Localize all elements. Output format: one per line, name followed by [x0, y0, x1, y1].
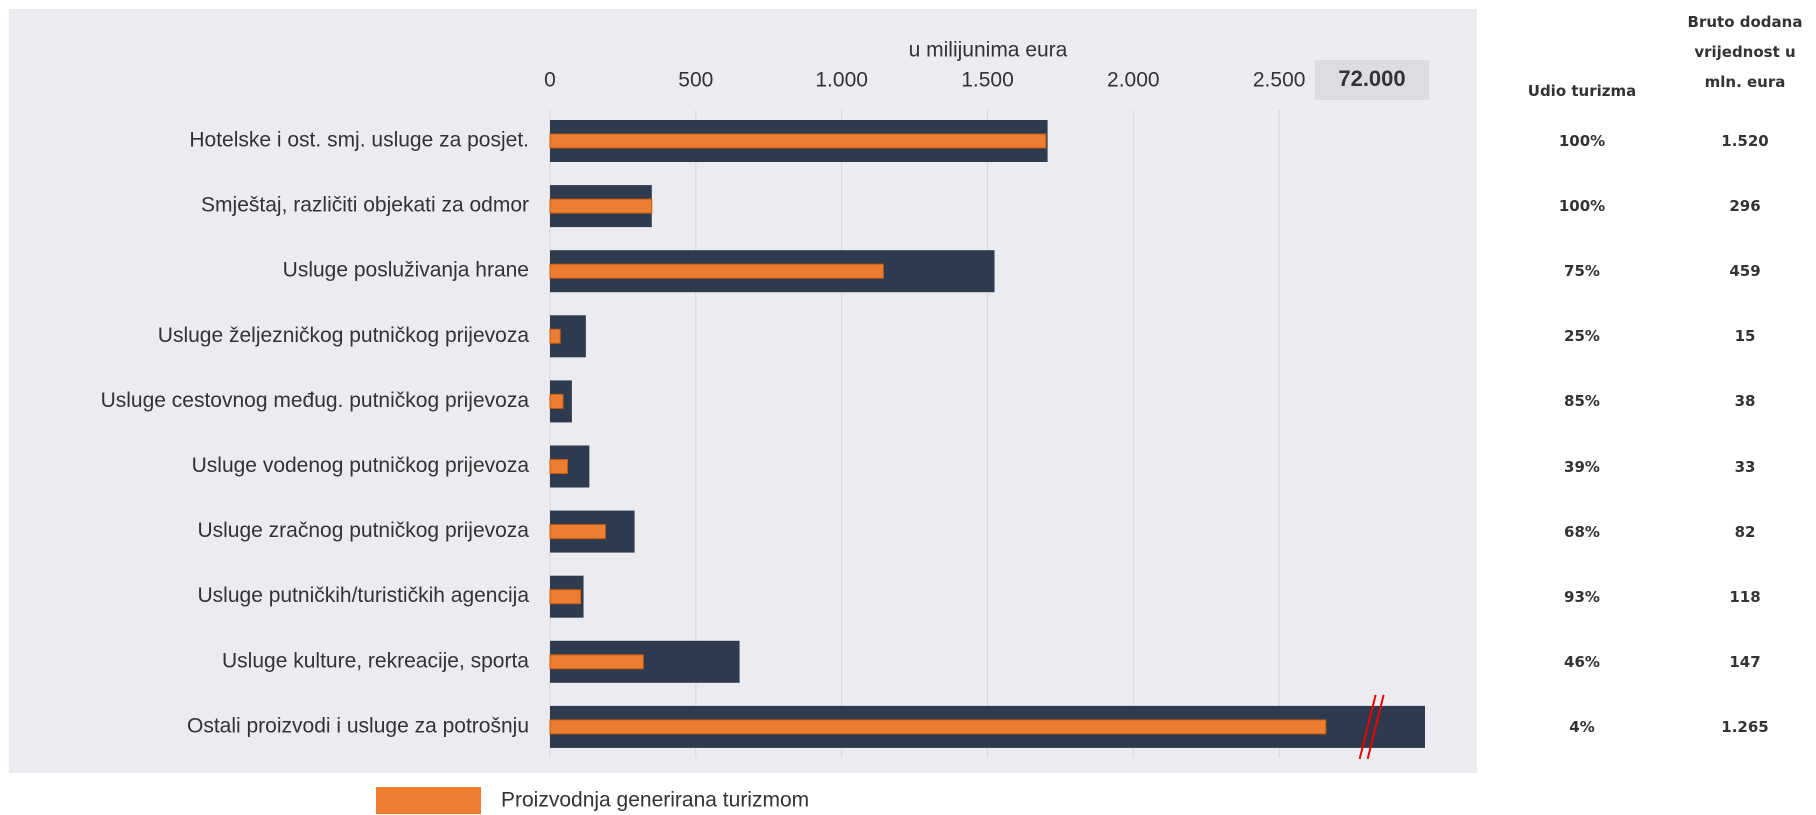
- category-label: Hotelske i ost. smj. usluge za posjet.: [189, 129, 529, 152]
- table-header: Udio turizma: [1527, 82, 1637, 100]
- table-cell: 100%: [1558, 132, 1606, 150]
- x-tick-label: 2.500: [1253, 69, 1306, 92]
- table-cell: 39%: [1564, 457, 1600, 476]
- tourism-bar: [549, 133, 1047, 149]
- table-cell: 25%: [1564, 327, 1600, 346]
- x-tick-label: 0: [544, 69, 556, 92]
- category-label: Usluge vodenog putničkog prijevoza: [192, 454, 530, 477]
- table-cell: 1.520: [1721, 132, 1769, 150]
- table-cell: 15: [1734, 327, 1756, 346]
- table-cell: 118: [1729, 587, 1761, 606]
- table-cell: 75%: [1564, 262, 1600, 281]
- table-cell: 296: [1729, 197, 1761, 216]
- x-tick-label: 2.000: [1107, 69, 1160, 92]
- tourism-bar: [549, 328, 561, 344]
- legend-label: Proizvodnja generirana turizmom: [501, 789, 809, 812]
- category-label: Usluge putničkih/turističkih agencija: [198, 584, 530, 607]
- table-cell: 38: [1734, 392, 1756, 411]
- table-cell: 82: [1734, 522, 1756, 541]
- tourism-bar: [549, 198, 653, 214]
- tick-label-box: [1315, 60, 1429, 100]
- table-cell: 85%: [1564, 392, 1600, 411]
- legend-swatch: [376, 787, 481, 814]
- axis-break: [1358, 694, 1377, 760]
- tourism-bar: [549, 589, 582, 605]
- x-tick-label: 1.000: [815, 69, 868, 92]
- tourism-bar: [549, 654, 644, 670]
- x-tick-label: 1.500: [961, 69, 1014, 92]
- tourism-bar: [549, 393, 564, 409]
- category-label: Usluge zračnog putničkog prijevoza: [197, 519, 529, 542]
- category-label: Usluge željezničkog putničkog prijevoza: [158, 324, 530, 347]
- tourism-bar: [549, 719, 1327, 735]
- category-label: Usluge posluživanja hrane: [283, 259, 529, 282]
- category-label: Smještaj, različiti objekati za odmor: [201, 194, 529, 217]
- tourism-bar: [549, 263, 884, 279]
- axis-title: u milijunima eura: [909, 39, 1068, 62]
- table-header: Bruto dodana vrijednost u mln. eura: [1687, 13, 1803, 91]
- axis-break: [1366, 694, 1385, 760]
- table-cell: 68%: [1564, 522, 1600, 541]
- table-cell: 4%: [1569, 717, 1595, 736]
- table-cell: 46%: [1564, 652, 1600, 671]
- table-cell: 100%: [1558, 197, 1606, 216]
- table-cell: 93%: [1564, 587, 1600, 606]
- table-cell: 33: [1734, 457, 1756, 476]
- category-label: Usluge kulture, rekreacije, sporta: [222, 649, 529, 672]
- x-tick-label: 72.000: [1338, 66, 1405, 91]
- tourism-bar: [549, 524, 606, 540]
- category-label: Ostali proizvodi i usluge za potrošnju: [187, 714, 529, 737]
- category-label: Usluge cestovnog međug. putničkog prijev…: [101, 389, 530, 412]
- table-cell: 147: [1729, 652, 1761, 671]
- tourism-bar: [549, 459, 568, 474]
- x-tick-label: 500: [678, 69, 713, 92]
- table-cell: 459: [1729, 262, 1761, 281]
- table-cell: 1.265: [1721, 717, 1769, 736]
